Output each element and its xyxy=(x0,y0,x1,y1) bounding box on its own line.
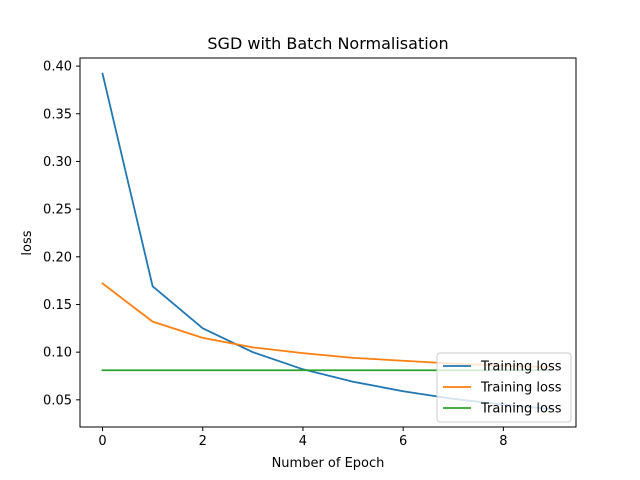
y-tick-label: 0.35 xyxy=(43,107,72,122)
y-axis: 0.05 0.10 0.15 0.20 0.25 0.30 0.35 0.40 xyxy=(43,60,80,408)
x-axis: 0 2 4 6 8 xyxy=(98,427,507,449)
x-tick-label: 4 xyxy=(299,434,307,449)
y-axis-title: loss xyxy=(20,230,35,255)
chart-title: SGD with Batch Normalisation xyxy=(207,34,448,53)
y-tick-label: 0.30 xyxy=(43,155,72,170)
y-tick-label: 0.10 xyxy=(43,346,72,361)
y-tick-label: 0.40 xyxy=(43,60,72,75)
x-tick-label: 2 xyxy=(199,434,207,449)
legend-label: Training loss xyxy=(480,381,562,396)
y-tick-label: 0.15 xyxy=(43,298,72,313)
legend-label: Training loss xyxy=(480,402,562,417)
x-tick-label: 8 xyxy=(499,434,507,449)
y-tick-label: 0.25 xyxy=(43,203,72,218)
x-axis-title: Number of Epoch xyxy=(272,456,385,471)
x-tick-label: 6 xyxy=(399,434,407,449)
axes-frame xyxy=(79,57,577,428)
x-tick-label: 0 xyxy=(98,434,106,449)
y-tick-label: 0.20 xyxy=(43,250,72,265)
legend-box xyxy=(436,352,572,423)
legend-label: Training loss xyxy=(480,360,562,375)
y-tick-label: 0.05 xyxy=(43,393,72,408)
legend: Training loss Training loss Training loss xyxy=(436,352,572,423)
